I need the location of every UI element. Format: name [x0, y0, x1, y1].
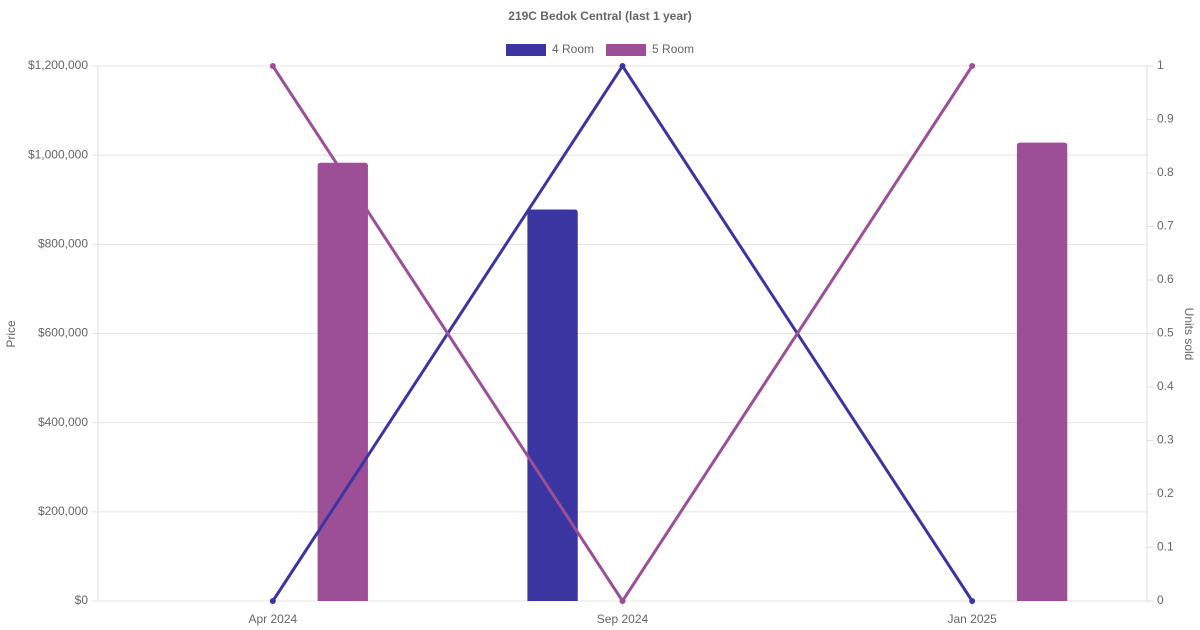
y2-tick-label: 0.5	[1157, 326, 1174, 340]
y2-tick-label: 0	[1157, 593, 1164, 607]
line-point	[969, 63, 976, 69]
y2-tick-label: 0.8	[1157, 165, 1174, 179]
y2-tick-label: 0.6	[1157, 272, 1174, 286]
y-axis-title: Price	[4, 320, 18, 348]
legend-swatch	[506, 44, 546, 56]
x-tick-label: Sep 2024	[597, 612, 649, 626]
y2-axis-title: Units sold	[1182, 308, 1196, 361]
y2-tick-label: 0.3	[1157, 433, 1174, 447]
line-point	[619, 63, 626, 69]
y-tick-label: $800,000	[38, 237, 88, 251]
y-tick-label: $600,000	[38, 326, 88, 340]
y-tick-label: $1,000,000	[28, 147, 88, 161]
bar	[527, 209, 578, 601]
y-tick-label: $0	[75, 593, 89, 607]
line-point	[969, 598, 976, 604]
bar	[317, 162, 368, 601]
y-tick-label: $200,000	[38, 504, 88, 518]
line-point	[269, 63, 276, 69]
y-tick-label: $400,000	[38, 415, 88, 429]
line-point	[619, 598, 626, 604]
line-point	[269, 598, 276, 604]
legend-label: 5 Room	[652, 42, 694, 56]
y2-tick-label: 0.7	[1157, 219, 1174, 233]
bar	[1016, 142, 1068, 601]
y2-tick-label: 0.2	[1157, 486, 1174, 500]
legend-swatch	[606, 44, 647, 56]
legend-label: 4 Room	[552, 42, 594, 56]
y2-tick-label: 0.4	[1157, 379, 1174, 393]
y2-tick-label: 1	[1157, 58, 1164, 72]
y2-tick-label: 0.9	[1157, 112, 1174, 126]
x-tick-label: Jan 2025	[947, 612, 997, 626]
x-tick-label: Apr 2024	[248, 612, 297, 626]
y-tick-label: $1,200,000	[28, 58, 88, 72]
y2-tick-label: 0.1	[1157, 540, 1174, 554]
chart-title: 219C Bedok Central (last 1 year)	[508, 9, 691, 23]
